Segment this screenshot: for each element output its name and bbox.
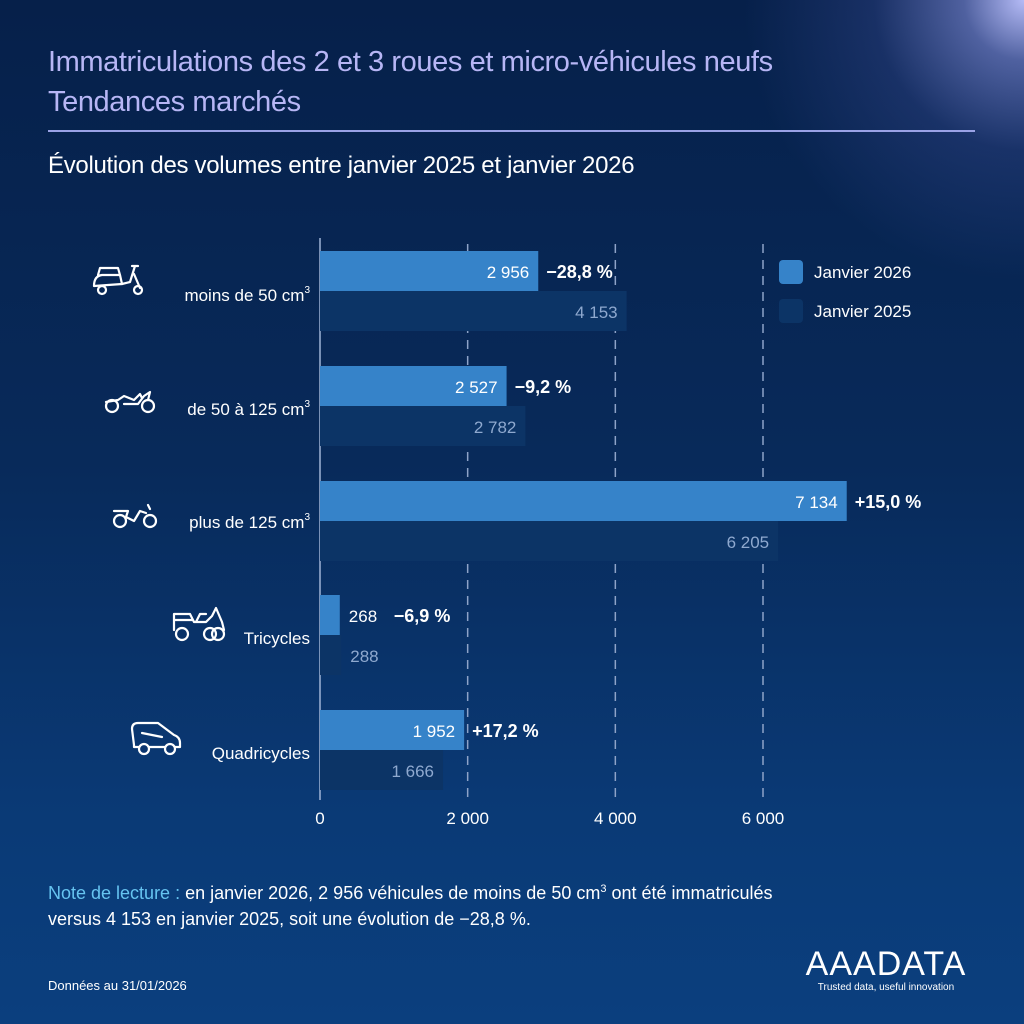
note-sup: 3: [600, 883, 607, 895]
x-tick-label: 0: [315, 809, 324, 828]
legend: Janvier 2026 Janvier 2025: [779, 260, 911, 323]
category-label-text: plus de 125 cm: [189, 513, 304, 532]
category-label-sup: 3: [304, 512, 310, 523]
bar-2025: [320, 750, 444, 790]
x-tick-label: 6 000: [742, 809, 785, 828]
category-label: Quadricycles: [212, 744, 310, 763]
change-label: −6,9 %: [394, 606, 451, 626]
value-label-2025: 2 782: [474, 418, 517, 437]
note-lead: Note de lecture :: [48, 883, 181, 903]
legend-swatch: [779, 260, 803, 284]
change-label: +15,0 %: [855, 492, 922, 512]
title-divider: [48, 130, 975, 132]
bar-2026: [320, 251, 539, 291]
icon-part: [92, 266, 124, 288]
category-label: plus de 125 cm3: [189, 512, 310, 532]
value-label-2026: 268: [349, 607, 377, 626]
icon-part: [172, 606, 226, 632]
value-label-2026: 1 952: [413, 722, 456, 741]
scooter-icon: [92, 264, 144, 296]
value-label-2025: 4 153: [575, 303, 618, 322]
icon-part: [142, 513, 158, 529]
x-tick-label: 4 000: [594, 809, 637, 828]
note-line-2: versus 4 153 en janvier 2025, soit une é…: [48, 909, 531, 929]
icon-part: [112, 513, 128, 529]
category-label: de 50 à 125 cm3: [187, 399, 310, 419]
reading-note: Note de lecture : en janvier 2026, 2 956…: [48, 876, 988, 932]
icon-part: [137, 742, 151, 756]
data-date: Données au 31/01/2026: [48, 978, 187, 993]
change-label: −9,2 %: [515, 377, 572, 397]
category-label-text: Quadricycles: [212, 744, 310, 763]
icon-part: [140, 731, 164, 739]
icon-part: [112, 503, 152, 523]
category-label-text: de 50 à 125 cm: [187, 400, 304, 419]
legend-label: Janvier 2025: [814, 302, 911, 321]
category-label-sup: 3: [304, 399, 310, 410]
legend-swatch: [779, 299, 803, 323]
icon-part: [210, 626, 226, 642]
icon-part: [174, 626, 190, 642]
icon-part: [202, 626, 218, 642]
bar-2026: [320, 595, 340, 635]
icon-part: [140, 398, 156, 414]
value-label-2025: 6 205: [727, 533, 770, 552]
bar-2026: [320, 366, 507, 406]
note-text-a: en janvier 2026, 2 956 véhicules de moin…: [180, 883, 601, 903]
icon-part: [96, 284, 108, 296]
page-title: Immatriculations des 2 et 3 roues et mic…: [48, 42, 988, 122]
title-line-1: Immatriculations des 2 et 3 roues et mic…: [48, 46, 773, 78]
category-label-text: moins de 50 cm: [184, 286, 304, 305]
bars: [320, 251, 847, 790]
chart-subtitle: Évolution des volumes entre janvier 2025…: [48, 152, 635, 179]
icon-part: [120, 264, 142, 290]
logo-tagline: Trusted data, useful innovation: [817, 982, 955, 993]
tricycle-icon: [172, 606, 226, 642]
logo-wordmark: AAADATA: [805, 945, 967, 983]
bar-2026: [320, 710, 465, 750]
bar-2025: [320, 635, 342, 675]
bar-2025: [320, 406, 526, 446]
bar-2026: [320, 481, 847, 521]
value-label-2026: 2 956: [487, 263, 530, 282]
icon-part: [132, 284, 144, 296]
change-label: −28,8 %: [546, 262, 613, 282]
value-label-2026: 7 134: [795, 493, 838, 512]
sport-motorcycle-icon: [112, 503, 158, 529]
x-tick-label: 2 000: [446, 809, 489, 828]
microcar-icon: [130, 721, 182, 756]
bar-2025: [320, 521, 779, 561]
category-label-text: Tricycles: [244, 629, 310, 648]
icon-part: [104, 390, 152, 406]
x-axis: 0 2 000 4 000 6 000: [315, 809, 784, 828]
value-labels: 2 956 −28,8 % 4 153 2 527 −9,2 % 2 782 7 134 +1…: [349, 262, 922, 781]
aaadata-logo: AAADATA Trusted data, useful innovation: [794, 946, 978, 993]
note-text-b: ont été immatriculés: [606, 883, 773, 903]
category-label-sup: 3: [304, 285, 310, 296]
value-label-2025: 1 666: [391, 762, 434, 781]
motorcycle-icon: [104, 390, 156, 414]
change-label: +17,2 %: [472, 721, 539, 741]
icon-part: [163, 742, 177, 756]
bar-chart: 2 956 −28,8 % 4 153 2 527 −9,2 % 2 782 7 134 +1…: [92, 238, 922, 828]
value-label-2025: 288: [350, 647, 378, 666]
icon-part: [130, 721, 182, 749]
legend-label: Janvier 2026: [814, 263, 911, 282]
category-label: Tricycles: [244, 629, 310, 648]
bar-2025: [320, 291, 627, 331]
value-label-2026: 2 527: [455, 378, 498, 397]
category-label: moins de 50 cm3: [184, 285, 310, 305]
title-line-2: Tendances marchés: [48, 86, 301, 118]
